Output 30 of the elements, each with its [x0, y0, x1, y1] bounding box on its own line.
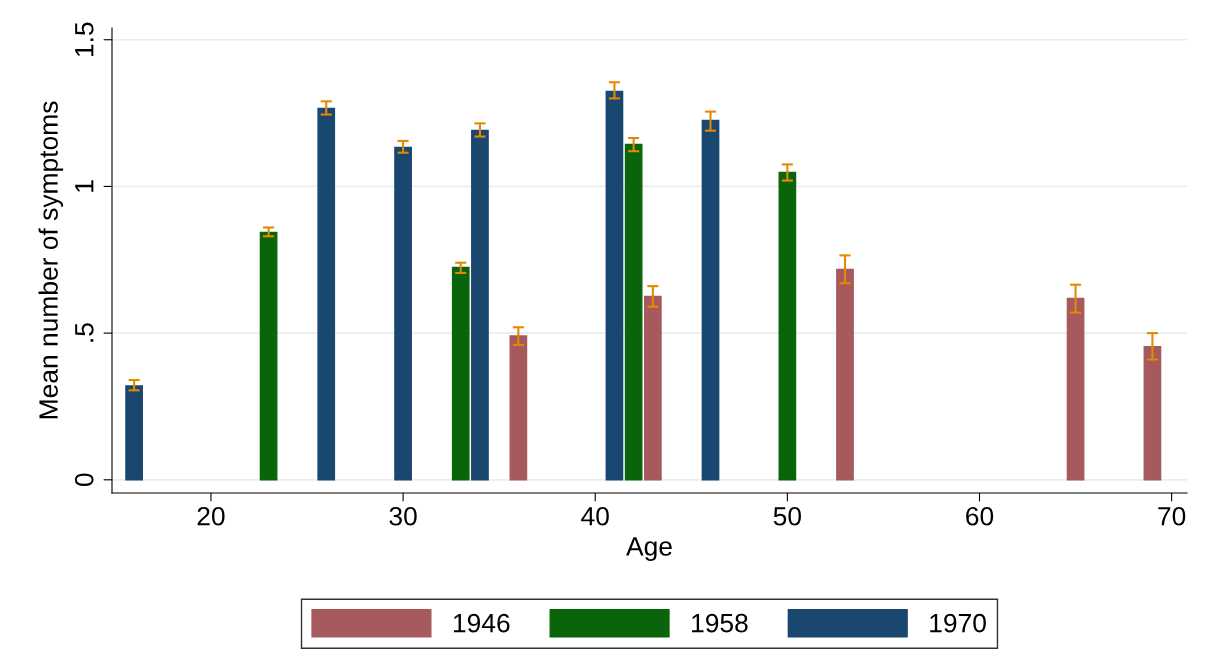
bar: [451, 266, 470, 481]
y-tick-label: 0: [74, 473, 94, 487]
y-tick-label: 1: [75, 180, 94, 192]
bar: [471, 129, 489, 481]
bar: [836, 268, 854, 481]
bar: [605, 90, 624, 481]
bar: [317, 107, 336, 481]
x-tick-label: 40: [581, 506, 609, 526]
x-tick-label: 70: [1158, 506, 1186, 526]
bar: [125, 385, 143, 481]
bar: [259, 231, 278, 481]
bar: [644, 295, 662, 481]
bar: [394, 146, 412, 481]
y-tick-label: .5: [75, 323, 94, 342]
bar: [1143, 345, 1162, 481]
x-tick-label: 30: [389, 506, 417, 526]
legend-label: 1946: [453, 613, 510, 633]
legend-label: 1970: [930, 613, 986, 633]
bar: [509, 335, 528, 481]
y-axis-title: Mean number of symptoms: [38, 101, 64, 419]
x-axis-title: Age: [626, 537, 672, 561]
bar: [624, 143, 643, 481]
legend-label: 1958: [692, 613, 748, 633]
y-tick-label: 1.5: [75, 22, 94, 57]
x-tick-label: 60: [966, 506, 994, 526]
bar: [701, 119, 720, 481]
bar: [778, 171, 797, 481]
bar: [1066, 297, 1085, 481]
x-tick-label: 20: [197, 506, 225, 526]
x-tick-label: 50: [773, 506, 801, 526]
